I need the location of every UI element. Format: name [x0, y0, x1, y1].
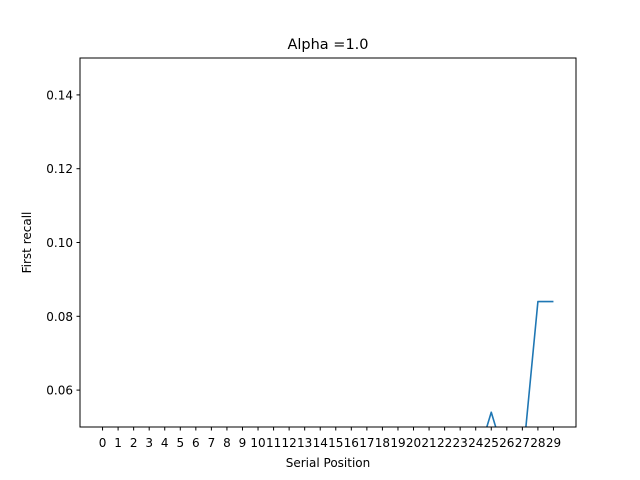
x-tick-label: 29	[546, 436, 561, 450]
y-tick-label: 0.12	[46, 162, 73, 176]
y-tick-label: 0.14	[46, 88, 73, 102]
x-tick-label: 0	[99, 436, 107, 450]
x-tick-label: 5	[176, 436, 184, 450]
y-tick-label: 0.10	[46, 236, 73, 250]
y-tick-label: 0.06	[46, 384, 73, 398]
x-tick-label: 7	[208, 436, 216, 450]
x-tick-label: 28	[530, 436, 545, 450]
x-tick-label: 20	[406, 436, 421, 450]
x-tick-label: 9	[239, 436, 247, 450]
x-tick-label: 10	[250, 436, 265, 450]
x-tick-label: 23	[453, 436, 468, 450]
y-axis-label: First recall	[20, 212, 34, 274]
x-tick-label: 18	[375, 436, 390, 450]
x-tick-label: 19	[390, 436, 405, 450]
x-tick-label: 25	[484, 436, 499, 450]
x-tick-label: 2	[130, 436, 138, 450]
x-tick-label: 27	[515, 436, 530, 450]
x-tick-label: 11	[266, 436, 281, 450]
x-tick-label: 22	[437, 436, 452, 450]
x-axis-label: Serial Position	[286, 456, 371, 470]
x-tick-label: 12	[281, 436, 296, 450]
x-tick-label: 13	[297, 436, 312, 450]
x-tick-label: 8	[223, 436, 231, 450]
x-tick-label: 1	[114, 436, 122, 450]
y-tick-label: 0.08	[46, 310, 73, 324]
x-tick-label: 26	[499, 436, 514, 450]
plot-frame	[79, 57, 577, 428]
x-tick-label: 6	[192, 436, 200, 450]
x-tick-label: 4	[161, 436, 169, 450]
x-tick-label: 15	[328, 436, 343, 450]
chart-title: Alpha =1.0	[287, 37, 368, 53]
x-tick-label: 16	[344, 436, 359, 450]
x-tick-label: 24	[468, 436, 483, 450]
x-tick-label: 14	[313, 436, 328, 450]
x-tick-label: 21	[421, 436, 436, 450]
x-tick-label: 17	[359, 436, 374, 450]
x-tick-label: 3	[145, 436, 153, 450]
